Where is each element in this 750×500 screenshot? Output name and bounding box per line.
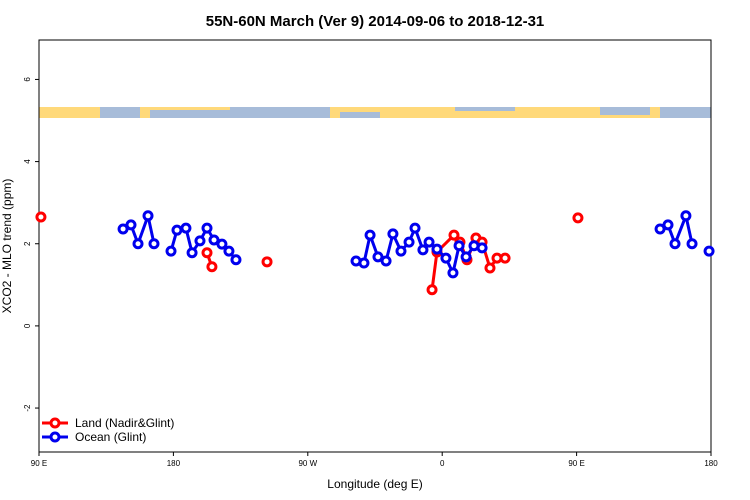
data-point [380,255,392,267]
data-point [186,247,198,259]
data-point [484,262,496,274]
data-point [35,211,47,223]
data-point [680,210,692,222]
data-point [423,236,435,248]
data-point [201,247,213,259]
x-tick-label: 90 E [568,459,584,468]
data-point [223,245,235,257]
data-point [201,222,213,234]
data-point [431,243,443,255]
data-point [142,210,154,222]
data-point [476,242,488,254]
data-point [230,254,242,266]
data-point [440,252,452,264]
y-tick-label: 6 [23,77,32,82]
y-tick-label: 2 [23,241,32,246]
data-point [165,245,177,257]
data-point [460,251,472,263]
data-point [403,236,415,248]
data-point [148,238,160,250]
data-point [358,257,370,269]
data-point [194,235,206,247]
data-point [669,238,681,250]
x-tick-label: 90 E [31,459,47,468]
data-point [206,261,218,273]
legend-marker [49,431,61,443]
data-point [387,228,399,240]
y-axis-label: XCO2 - MLO trend (ppm) [0,179,14,314]
data-point [409,222,421,234]
y-tick-label: 0 [23,323,32,328]
data-point [448,229,460,241]
legend-marker [49,417,61,429]
data-point [703,245,715,257]
data-point [132,238,144,250]
legend-label: Land (Nadir&Glint) [75,416,174,430]
data-point [686,238,698,250]
data-point [453,240,465,252]
data-point [364,229,376,241]
data-point [125,219,137,231]
data-point [372,251,384,263]
chart-title: 55N-60N March (Ver 9) 2014-09-06 to 2018… [206,13,545,30]
map-strip [39,107,711,118]
data-point [117,223,129,235]
data-point [180,222,192,234]
data-point [417,244,429,256]
x-tick-label: 180 [704,459,718,468]
x-axis-label: Longitude (deg E) [327,477,422,491]
data-point [426,284,438,296]
data-point [662,219,674,231]
x-tick-label: 90 W [298,459,317,468]
data-point [499,252,511,264]
data-point [572,212,584,224]
x-tick-label: 0 [440,459,445,468]
y-tick-label: 4 [23,159,32,164]
data-point [208,234,220,246]
legend-label: Ocean (Glint) [75,430,146,444]
data-point [171,224,183,236]
data-point [261,256,273,268]
data-point [395,245,407,257]
data-point [216,238,228,250]
data-point [447,267,459,279]
y-tick-label: -2 [23,404,32,412]
data-point [654,223,666,235]
x-tick-label: 180 [167,459,181,468]
